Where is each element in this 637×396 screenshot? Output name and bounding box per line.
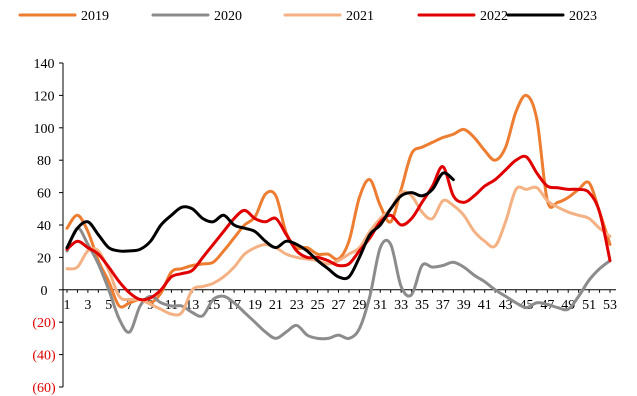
x-tick-label: 45 [519,298,533,313]
legend-label-2019: 2019 [81,9,109,24]
x-tick-label: 43 [499,298,513,313]
plot-area [65,93,612,341]
x-tick-label: 3 [84,298,91,313]
x-tick-label: 21 [269,298,283,313]
x-tick-label: 23 [290,298,304,313]
x-tick-label: 15 [206,298,220,313]
x-tick-label: 19 [248,298,262,313]
legend-label-2020: 2020 [214,9,242,24]
y-tick-label: (60) [32,381,56,396]
x-tick-label: 37 [436,298,450,313]
legend-label-2023: 2023 [569,9,597,24]
y-tick-label: 120 [34,89,55,104]
y-tick-label: 40 [37,219,51,234]
y-tick-label: 20 [37,251,51,266]
x-tick-label: 51 [582,298,596,313]
chart-legend: 2019 2020 2021 2022 2023 [18,9,597,24]
x-tick-label: 39 [457,298,471,313]
y-axis: 140 120 100 80 60 40 20 0 (20) (40) (60) [32,57,64,396]
x-tick-label: 27 [332,298,346,313]
x-tick-label: 7 [126,298,133,313]
x-tick-label: 31 [373,298,387,313]
series-line-2022 [65,154,612,302]
y-tick-label: 140 [34,57,55,72]
legend-label-2022: 2022 [480,9,508,24]
x-tick-label: 35 [415,298,429,313]
y-tick-label: 0 [41,284,48,299]
y-tick-label: (20) [32,316,56,331]
series-line-2023 [65,171,455,281]
x-tick-label: 1 [64,298,71,313]
y-tick-label: (40) [32,349,56,364]
y-tick-label: 80 [37,154,51,169]
series-line-2021 [65,185,612,317]
y-tick-label: 60 [37,187,51,202]
series-line-2020 [65,226,612,341]
x-tick-label: 41 [478,298,492,313]
x-tick-label: 5 [105,298,112,313]
x-tick-label: 33 [394,298,408,313]
x-tick-label: 25 [311,298,325,313]
x-tick-label: 29 [352,298,366,313]
legend-label-2021: 2021 [346,9,374,24]
y-tick-label: 100 [34,122,55,137]
x-tick-label: 53 [603,298,617,313]
